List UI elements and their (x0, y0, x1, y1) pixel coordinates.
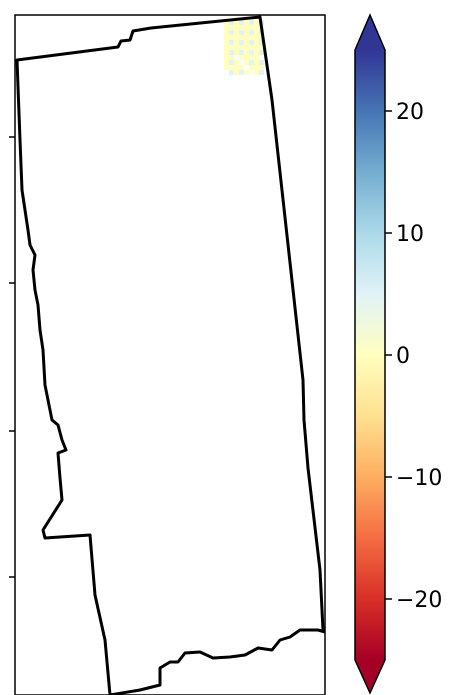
colorbar-tick-label: 20 (396, 100, 424, 125)
data-patch-cell (224, 30, 229, 35)
data-patch-cell (254, 55, 259, 60)
data-patch-cell (249, 25, 254, 30)
data-patch-cell (239, 50, 244, 55)
data-patch-cell (229, 20, 234, 25)
colorbar-tick-label: 10 (396, 222, 424, 247)
data-patch-cell (244, 50, 249, 55)
data-patch-cell (249, 35, 254, 40)
data-patch-cell (249, 55, 254, 60)
data-patch-cell (249, 20, 254, 25)
data-patch-cell (224, 40, 229, 45)
data-patch-cell (239, 40, 244, 45)
colorbar-extend-min (355, 660, 385, 693)
data-patch-cell (259, 45, 264, 50)
data-patch-cell (229, 55, 234, 60)
data-patch-cell (229, 70, 234, 75)
data-patch-cell (229, 30, 234, 35)
data-patch-cell (244, 20, 249, 25)
data-patch-cell (254, 60, 259, 65)
colorbar-ticks: 20 10 0 −10 −20 (385, 100, 442, 613)
data-patch-cell (234, 45, 239, 50)
data-patch-cell (259, 70, 264, 75)
left-axis-ticks (9, 136, 15, 578)
data-patch-cell (229, 50, 234, 55)
data-patch-cell (254, 65, 259, 70)
data-patch-cell (259, 50, 264, 55)
data-patch-cell (249, 60, 254, 65)
data-patch-cell (239, 65, 244, 70)
data-patch-cell (244, 60, 249, 65)
data-patch-cell (254, 20, 259, 25)
map-axes-frame (14, 14, 326, 695)
data-patch-cell (229, 65, 234, 70)
data-patch-cell (224, 50, 229, 55)
data-patch-cell (244, 35, 249, 40)
colorbar-tick-label: 0 (396, 344, 410, 369)
data-patch-cell (259, 65, 264, 70)
data-patch-cell (224, 65, 229, 70)
data-patch-cell (234, 65, 239, 70)
data-patch-cell (249, 65, 254, 70)
data-patch-cell (239, 35, 244, 40)
data-patch-cell (254, 70, 259, 75)
data-patch-cell (244, 45, 249, 50)
data-patch-cell (254, 25, 259, 30)
data-patch-cell (249, 30, 254, 35)
colorbar-extend-max (355, 15, 385, 50)
data-patch-cell (234, 70, 239, 75)
region-boundary (15, 15, 325, 695)
data-patch-cell (239, 30, 244, 35)
data-patch-cell (249, 50, 254, 55)
data-patch-cell (254, 45, 259, 50)
data-patch-cell (244, 30, 249, 35)
data-patch-cell (224, 60, 229, 65)
data-patch-cell (234, 30, 239, 35)
data-patch-cell (254, 30, 259, 35)
colorbar: 20 10 0 −10 −20 (354, 13, 442, 695)
data-patch-cell (239, 45, 244, 50)
data-patch-cell (259, 60, 264, 65)
data-patch-cell (234, 40, 239, 45)
data-patch-cell (244, 25, 249, 30)
data-patch-cell (234, 20, 239, 25)
data-patch-cell (244, 70, 249, 75)
data-patch-cell (259, 40, 264, 45)
data-patch-cell (224, 55, 229, 60)
colorbar-outline (354, 13, 386, 695)
data-patch-cell (249, 45, 254, 50)
data-patch (224, 20, 264, 75)
data-patch-cell (244, 40, 249, 45)
colorbar-tick-label: −10 (396, 466, 442, 491)
data-patch-cell (229, 60, 234, 65)
data-patch-cell (239, 70, 244, 75)
colorbar-gradient (355, 50, 385, 660)
data-patch-cell (224, 45, 229, 50)
data-patch-cell (254, 40, 259, 45)
data-patch-cell (254, 50, 259, 55)
data-patch-cell (239, 20, 244, 25)
data-patch-cell (224, 25, 229, 30)
data-patch-cell (229, 35, 234, 40)
data-patch-cell (224, 35, 229, 40)
data-patch-cell (244, 55, 249, 60)
data-patch-cell (229, 45, 234, 50)
data-patch-cell (229, 25, 234, 30)
data-patch-cell (234, 60, 239, 65)
data-patch-cell (239, 55, 244, 60)
data-patch-cell (254, 35, 259, 40)
data-patch-cell (229, 40, 234, 45)
data-patch-cell (234, 35, 239, 40)
data-patch-cell (249, 40, 254, 45)
data-patch-cell (234, 50, 239, 55)
colorbar-tick-label: −20 (396, 588, 442, 613)
data-patch-cell (239, 25, 244, 30)
data-patch-cell (224, 20, 229, 25)
data-patch-cell (234, 25, 239, 30)
